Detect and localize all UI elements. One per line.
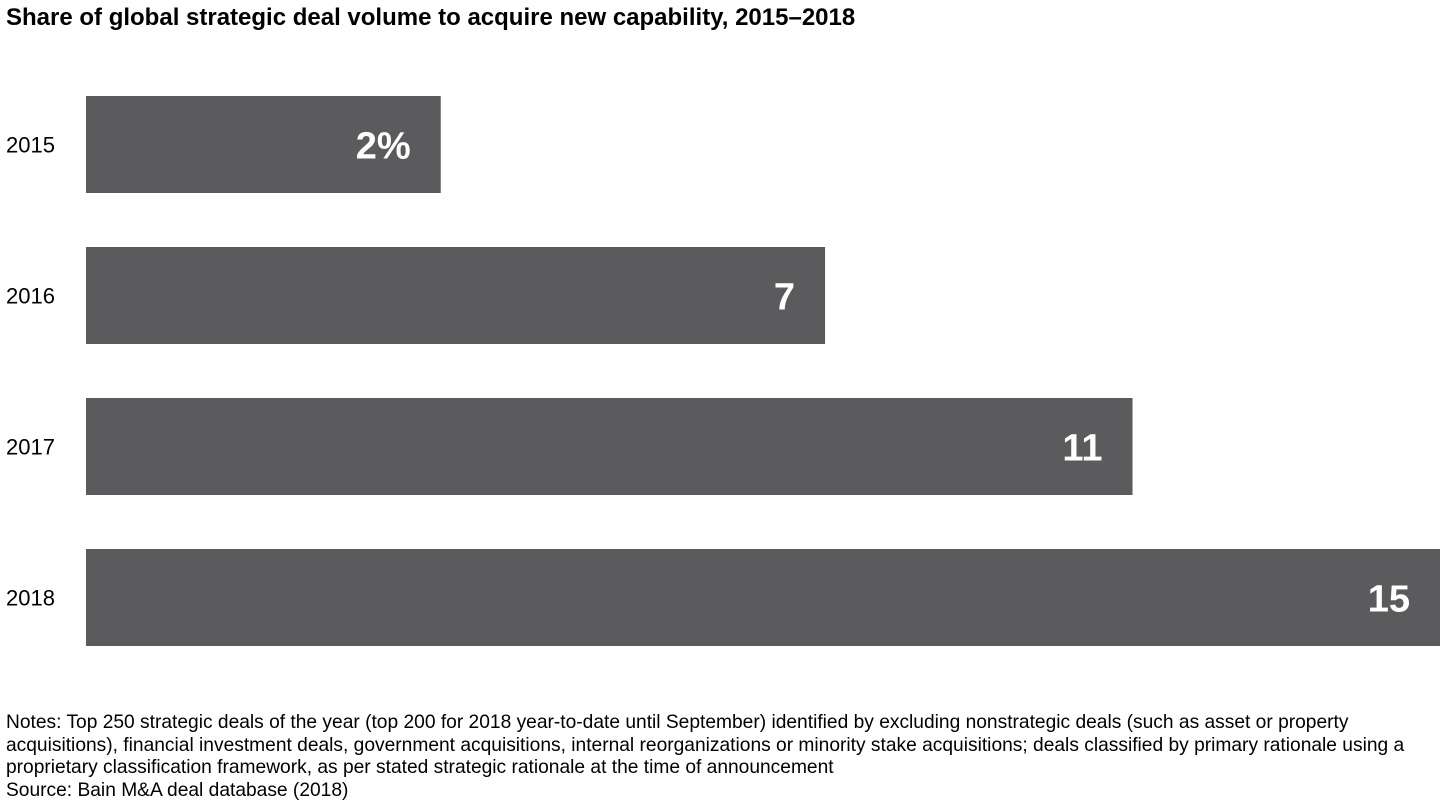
data-label-2018: 15	[1368, 579, 1410, 621]
data-label-2016: 7	[774, 277, 795, 319]
data-label-2015: 2%	[356, 126, 411, 168]
bar-2018	[86, 549, 1440, 646]
notes-text: Notes: Top 250 strategic deals of the ye…	[6, 712, 1405, 778]
chart-title: Share of global strategic deal volume to…	[6, 4, 856, 31]
bar-chart: 2015 2% 2016 7 2017 11 2018 15	[6, 96, 1440, 646]
bar-2015	[86, 96, 441, 193]
category-label-2015: 2015	[6, 133, 55, 158]
bar-2017	[86, 398, 1133, 495]
category-label-2017: 2017	[6, 435, 55, 460]
data-label-2017: 11	[1062, 428, 1102, 470]
category-label-2016: 2016	[6, 284, 55, 309]
category-label-2018: 2018	[6, 586, 55, 611]
bar-2016	[86, 247, 826, 344]
footnotes: Notes: Top 250 strategic deals of the ye…	[6, 712, 1440, 802]
source-text: Source: Bain M&A deal database (2018)	[6, 779, 349, 801]
